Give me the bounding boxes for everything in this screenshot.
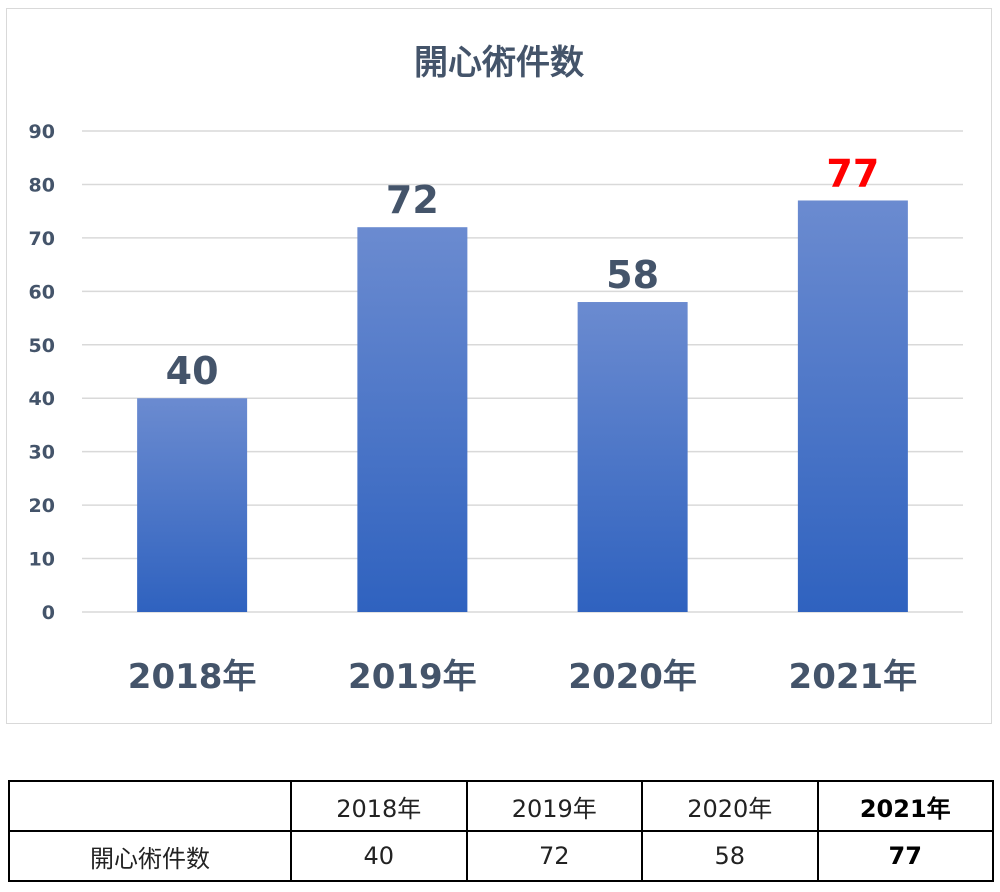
data-label: 77 xyxy=(826,151,879,195)
table-header-row: 2018年 2019年 2020年 2021年 xyxy=(8,780,994,832)
data-table: 2018年 2019年 2020年 2021年 開心術件数 40 72 58 7… xyxy=(8,780,994,882)
data-label: 58 xyxy=(606,253,659,297)
table-row-label: 開心術件数 xyxy=(8,830,292,882)
table-header-cell: 2019年 xyxy=(465,780,643,832)
table-row: 開心術件数 40 72 58 77 xyxy=(8,830,994,882)
table-header-cell-highlight: 2021年 xyxy=(816,780,994,832)
table-header-cell: 2018年 xyxy=(290,780,468,832)
table-cell: 72 xyxy=(465,830,643,882)
y-tick-label: 10 xyxy=(29,549,55,571)
y-tick-label: 0 xyxy=(42,602,55,624)
y-tick-label: 50 xyxy=(29,335,55,357)
y-tick-label: 30 xyxy=(29,442,55,464)
y-tick-label: 20 xyxy=(29,495,55,517)
y-tick-label: 80 xyxy=(29,174,55,196)
bar-chart: 開心術件数 0 10 20 30 40 50 60 70 80 90 40 72 58 77 2018年… xyxy=(29,43,963,697)
table-header-cell xyxy=(8,780,292,832)
bar xyxy=(577,302,688,612)
table-cell: 58 xyxy=(641,830,819,882)
y-tick-label: 60 xyxy=(29,281,55,303)
y-tick-label: 90 xyxy=(29,121,55,143)
table-cell-highlight: 77 xyxy=(816,830,994,882)
bar xyxy=(357,227,468,612)
x-tick-label: 2020年 xyxy=(568,657,697,697)
bar xyxy=(797,200,908,612)
data-label: 72 xyxy=(386,178,439,222)
chart-title: 開心術件数 xyxy=(414,43,584,83)
x-tick-label: 2021年 xyxy=(789,657,918,697)
x-tick-label: 2018年 xyxy=(128,657,257,697)
table-cell: 40 xyxy=(290,830,468,882)
y-tick-label: 40 xyxy=(29,388,55,410)
x-tick-label: 2019年 xyxy=(348,657,477,697)
table-header-cell: 2020年 xyxy=(641,780,819,832)
data-label: 40 xyxy=(166,349,219,393)
bar xyxy=(137,398,248,612)
y-tick-label: 70 xyxy=(29,228,55,250)
